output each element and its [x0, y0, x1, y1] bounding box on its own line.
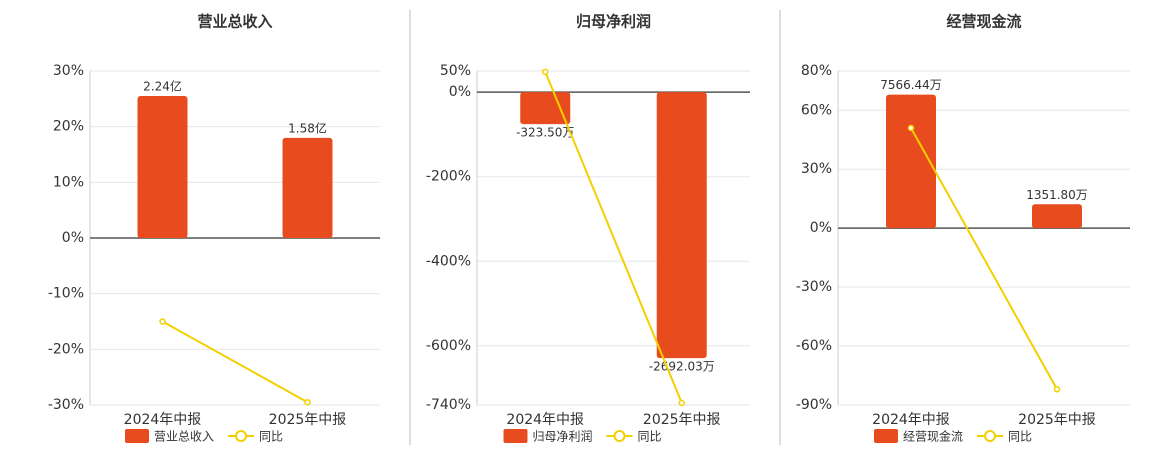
x-tick-label: 2024年中报 [872, 412, 950, 428]
y-tick-label: 30% [53, 63, 84, 79]
legend-label: 同比 [1008, 430, 1032, 444]
legend-marker [613, 430, 626, 442]
legend-label: 营业总收入 [154, 430, 214, 444]
y-tick-label: -30% [48, 397, 84, 413]
y-tick-label: 0% [449, 84, 471, 100]
legend-label: 归母净利润 [533, 430, 593, 444]
line-point [907, 124, 915, 132]
chart-title: 营业总收入 [197, 13, 272, 31]
y-tick-label: -600% [426, 338, 471, 354]
y-tick-label: -30% [796, 279, 832, 295]
value-label: 7566.44万 [880, 78, 942, 92]
value-label: 2.24亿 [143, 79, 182, 94]
legend-swatch [874, 429, 898, 443]
y-tick-label: 60% [801, 102, 832, 118]
legend-label: 同比 [638, 430, 662, 444]
bar [520, 92, 571, 125]
line-point [678, 399, 685, 407]
y-tick-label: 10% [53, 174, 84, 190]
line [910, 127, 1058, 390]
legend-swatch [125, 429, 149, 443]
value-label: -2692.03万 [649, 360, 715, 374]
y-tick-label: 20% [53, 119, 84, 135]
value-label: 1351.80万 [1026, 188, 1088, 202]
legend-marker [235, 430, 248, 442]
y-tick-label: -10% [48, 286, 84, 302]
legend-label: 经营现金流 [903, 429, 963, 444]
line [544, 71, 683, 404]
y-tick-label: 80% [801, 63, 832, 79]
line-point [304, 398, 311, 406]
line-point [1053, 386, 1061, 393]
x-tick-label: 2025年中报 [1018, 412, 1096, 428]
legend-swatch [503, 429, 528, 443]
value-label: 1.58亿 [288, 120, 327, 135]
x-tick-label: 2025年中报 [643, 412, 721, 428]
value-label: -323.50万 [516, 126, 574, 140]
y-tick-label: -90% [796, 397, 832, 413]
y-tick-label: 0% [810, 220, 832, 236]
bar [1032, 204, 1082, 229]
y-tick-label: 50% [440, 63, 471, 79]
x-tick-label: 2024年中报 [506, 412, 584, 428]
bar [137, 96, 188, 238]
y-tick-label: -200% [426, 169, 471, 185]
line-point [542, 68, 549, 76]
x-tick-label: 2025年中报 [269, 412, 347, 428]
line-point [159, 318, 166, 325]
legend-label: 同比 [259, 430, 283, 444]
bar [656, 92, 707, 359]
y-tick-label: -60% [796, 338, 832, 354]
bar [886, 94, 936, 229]
y-tick-label: -740% [426, 397, 471, 413]
bar [282, 137, 333, 238]
line [162, 320, 308, 404]
y-tick-label: -400% [426, 253, 471, 269]
y-tick-label: -20% [48, 341, 84, 357]
chart-title: 归母净利润 [576, 13, 651, 31]
chart-title: 经营现金流 [946, 13, 1021, 31]
legend-marker [984, 430, 997, 442]
y-tick-label: 30% [801, 161, 832, 177]
x-tick-label: 2024年中报 [124, 412, 202, 428]
y-tick-label: 0% [62, 230, 84, 246]
